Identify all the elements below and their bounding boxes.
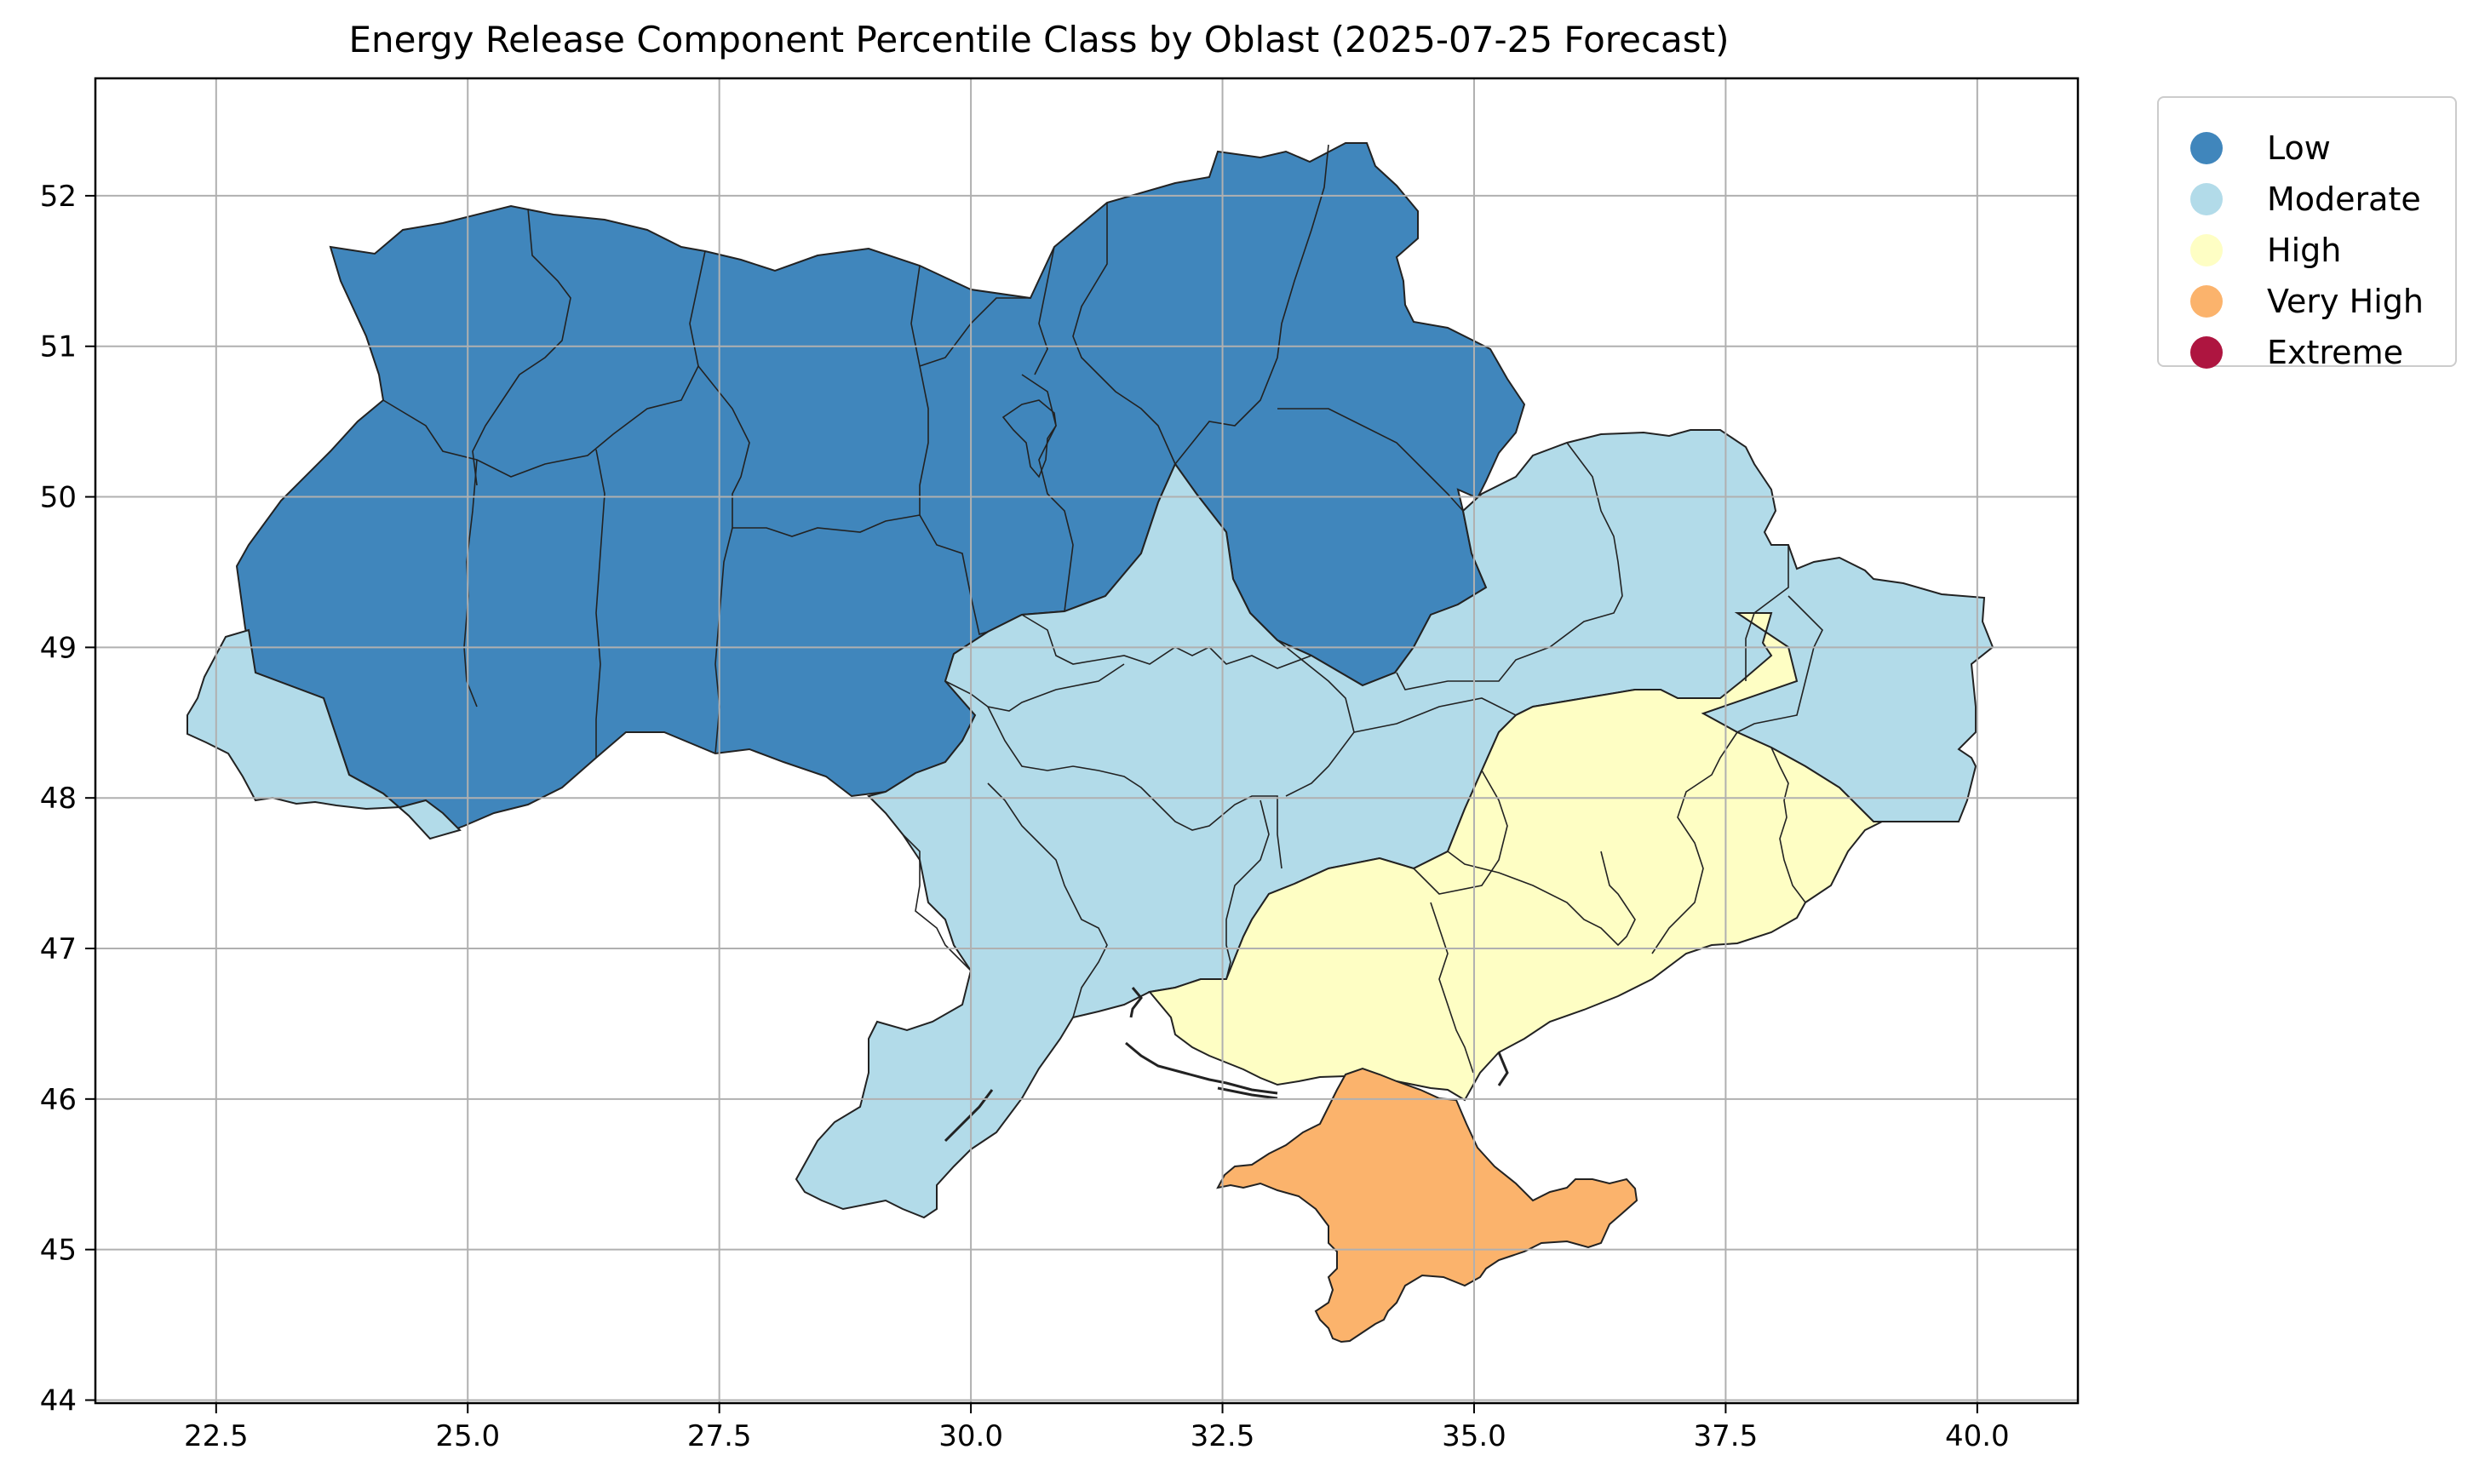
- y-axis: 44 45 46 47 48 49 50 51 52: [40, 180, 95, 1418]
- oblast-region[interactable]: [186, 628, 462, 840]
- x-tick-label: 30.0: [938, 1419, 1003, 1453]
- x-tick-label: 27.5: [687, 1419, 752, 1453]
- axes-frame: [94, 77, 2080, 1405]
- oblast-region[interactable]: [235, 142, 1526, 840]
- x-tick-label: 22.5: [184, 1419, 249, 1453]
- x-tick-label: 35.0: [1442, 1419, 1506, 1453]
- y-tick-label: 51: [40, 330, 77, 364]
- y-tick-label: 44: [40, 1384, 77, 1418]
- legend-item-very-high: Very High: [2159, 276, 2424, 327]
- oblast-layer: [186, 142, 1994, 1344]
- y-tick-label: 49: [40, 631, 77, 665]
- legend-swatch-moderate: [2190, 183, 2223, 215]
- grid-lines: [95, 78, 2078, 1403]
- y-tick-label: 50: [40, 481, 77, 515]
- legend-swatch-extreme: [2190, 336, 2223, 369]
- oblast-region[interactable]: [1148, 612, 1883, 1102]
- legend-item-high: High: [2159, 225, 2341, 276]
- y-tick-label: 47: [40, 932, 77, 966]
- legend-item-extreme: Extreme: [2159, 327, 2403, 378]
- x-tick-label: 40.0: [1945, 1419, 2010, 1453]
- legend: Low Moderate High Very High Extreme: [2157, 96, 2457, 371]
- y-tick-label: 46: [40, 1083, 77, 1117]
- legend-item-low: Low: [2159, 123, 2331, 174]
- y-tick-label: 45: [40, 1234, 77, 1268]
- oblast-region[interactable]: [1216, 1067, 1638, 1344]
- x-tick-label: 25.0: [435, 1419, 500, 1453]
- y-tick-label: 52: [40, 180, 77, 214]
- legend-label-high: High: [2267, 232, 2342, 269]
- legend-swatch-high: [2190, 234, 2223, 266]
- legend-swatch-low: [2190, 132, 2223, 164]
- legend-label-very-high: Very High: [2267, 283, 2424, 320]
- y-tick-label: 48: [40, 782, 77, 816]
- legend-label-low: Low: [2267, 129, 2331, 167]
- legend-item-moderate: Moderate: [2159, 174, 2421, 225]
- legend-label-moderate: Moderate: [2267, 180, 2421, 218]
- legend-swatch-very-high: [2190, 285, 2223, 318]
- x-axis: 22.5 25.0 27.5 30.0 32.5 35.0 37.5 40.0: [184, 1403, 2010, 1453]
- oblast-borders: [382, 144, 1823, 1074]
- x-tick-label: 32.5: [1191, 1419, 1255, 1453]
- x-tick-label: 37.5: [1694, 1419, 1759, 1453]
- chart-title: Energy Release Component Percentile Clas…: [348, 19, 1730, 60]
- legend-label-extreme: Extreme: [2267, 334, 2403, 371]
